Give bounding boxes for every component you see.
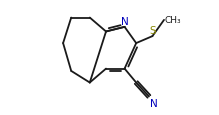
Text: CH₃: CH₃ [165,16,181,25]
Text: S: S [149,26,156,36]
Text: N: N [150,98,158,108]
Text: N: N [121,17,129,27]
